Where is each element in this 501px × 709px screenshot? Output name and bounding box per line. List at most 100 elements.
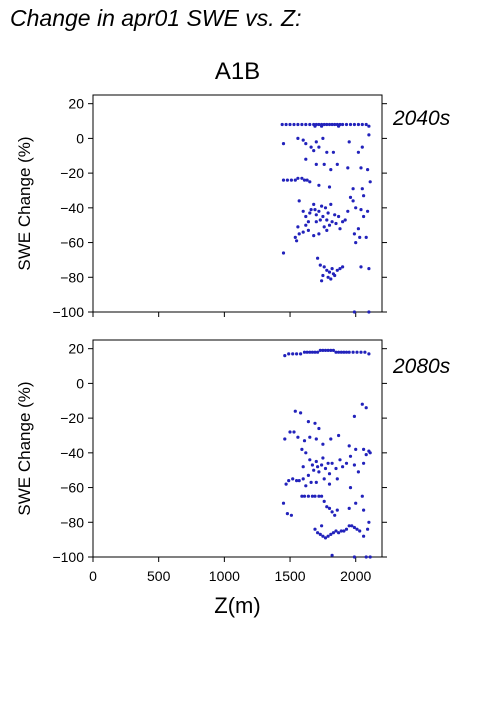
data-point-top [317,183,321,187]
data-point-top [280,122,284,127]
data-point-bottom [341,465,345,469]
y-tick-label-top: 20 [68,96,84,112]
data-point-bottom [283,354,287,358]
data-point-bottom [327,482,332,486]
data-point-bottom [362,508,366,512]
data-point-top [367,310,371,314]
data-point-top [337,124,341,128]
data-point-bottom [321,348,325,352]
data-point-top [325,122,329,127]
data-point-top [314,213,318,217]
data-point-bottom [326,348,330,352]
data-point-bottom [322,477,326,481]
data-point-top [366,168,370,172]
plot-frame-top [92,94,383,313]
data-point-top [314,162,318,166]
data-point-bottom [302,494,307,498]
data-point-top [346,166,350,170]
data-point-bottom [325,505,329,509]
data-point-bottom [291,352,295,356]
data-point-bottom [344,461,349,465]
data-point-bottom [300,447,304,451]
y-tick-label-top: −60 [60,235,84,251]
data-point-bottom [317,426,321,431]
data-point-top [321,136,325,140]
data-point-top [333,122,337,127]
data-point-top [318,263,322,267]
data-point-top [327,122,332,127]
data-point-bottom [352,463,356,467]
data-point-bottom [299,411,303,415]
data-point-bottom [330,461,334,465]
data-point-top [356,150,360,154]
data-point-bottom [339,529,343,533]
data-point-bottom [358,529,362,533]
y-tick-label-top: −80 [60,269,84,285]
data-point-top [327,270,332,274]
data-point-top [308,180,312,184]
data-point-bottom [331,348,335,352]
period-label-bottom: 2080s [393,355,451,378]
data-point-bottom [334,466,338,471]
scenario-label: A1B [214,58,261,85]
data-point-top [325,228,329,232]
data-point-bottom [308,350,312,354]
data-point-top [348,195,353,199]
data-point-top [367,124,371,128]
data-point-bottom [291,477,295,481]
data-point-bottom [321,442,325,446]
data-point-bottom [337,531,341,535]
data-point-bottom [323,348,328,352]
data-point-top [333,273,337,278]
data-point-bottom [283,437,287,441]
data-point-bottom [310,350,314,354]
y-tick-label-top: −20 [60,165,84,181]
data-point-bottom [364,406,368,410]
data-point-top [341,265,345,269]
data-point-top [320,124,324,128]
y-tick-label-top: 0 [76,130,84,146]
data-point-top [296,122,300,127]
data-point-top [331,150,335,154]
x-tick-label-bottom: 0 [89,568,97,584]
data-point-bottom [366,527,370,531]
data-point-top [346,209,350,213]
data-point-bottom [288,430,292,434]
data-point-top [351,199,355,203]
data-point-top [325,218,329,222]
data-point-top [317,145,321,149]
data-point-bottom [316,350,320,354]
data-point-top [330,220,334,224]
data-point-top [343,218,347,222]
plot-frame-bottom [92,339,383,558]
data-point-top [352,310,356,314]
data-point-top [341,122,345,127]
x-axis-title: Z(m) [214,593,261,618]
data-point-top [364,122,368,127]
data-point-bottom [368,451,372,455]
data-point-top [359,166,363,170]
data-point-bottom [344,350,349,354]
data-point-top [347,140,351,144]
data-point-bottom [364,453,368,457]
data-point-top [313,208,317,212]
data-point-top [304,214,308,219]
data-point-bottom [337,433,341,438]
data-point-top [327,185,332,189]
data-point-bottom [360,402,364,406]
data-point-top [329,168,333,172]
data-point-bottom [334,350,338,354]
data-point-top [281,251,286,255]
y-tick-label-bottom: −40 [60,445,84,461]
data-point-top [304,223,308,227]
data-point-top [296,176,300,180]
data-point-bottom [321,456,325,460]
data-point-bottom [367,520,371,524]
x-tick-label-bottom: 1000 [209,568,240,584]
data-point-top [367,267,371,271]
data-point-top [313,124,317,128]
data-point-bottom [327,472,332,476]
data-point-bottom [285,511,289,516]
data-point-top [354,241,358,245]
data-point-top [335,268,339,272]
